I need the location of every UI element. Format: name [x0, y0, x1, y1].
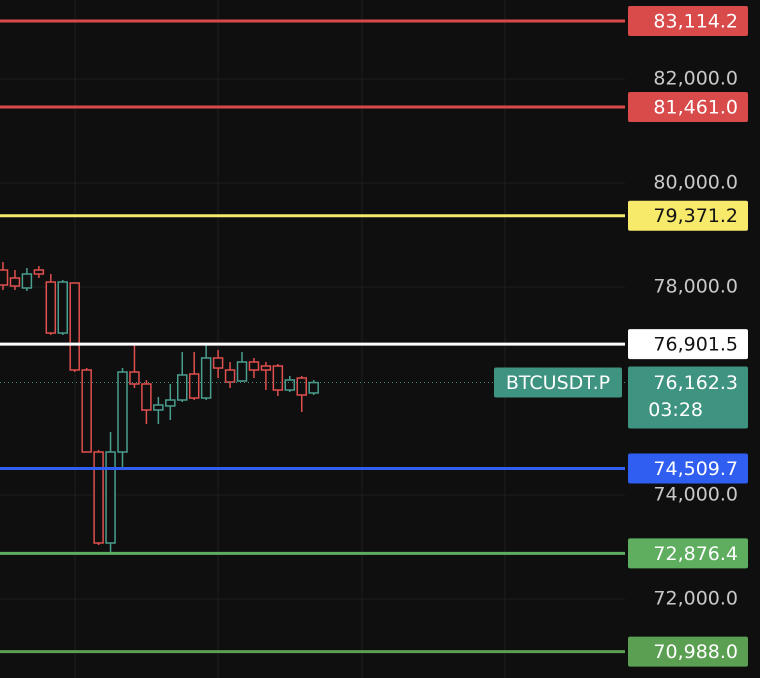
price-label-box — [628, 200, 748, 231]
countdown: 03:28 — [648, 399, 703, 421]
candle-body — [248, 361, 260, 371]
price-label-box — [628, 329, 748, 360]
candle-body — [9, 277, 21, 287]
candle-body — [153, 404, 164, 411]
candle-body — [224, 369, 236, 383]
candle-body — [105, 451, 116, 544]
symbol-label: BTCUSDT.P — [506, 372, 610, 394]
price-label-box — [628, 453, 748, 484]
candle-body — [129, 371, 140, 385]
price-label: 76,901.5 — [653, 334, 738, 356]
candle-body — [69, 282, 80, 371]
price-label: 81,461.0 — [653, 97, 738, 119]
candle-body — [93, 451, 104, 544]
candle-body — [260, 365, 272, 371]
candle-body — [165, 399, 176, 407]
symbol-box — [494, 367, 622, 398]
y-tick-label: 78,000.0 — [653, 275, 738, 297]
candle-body — [57, 281, 68, 334]
price-label: 83,114.2 — [653, 11, 738, 33]
y-tick-label: 82,000.0 — [653, 67, 738, 89]
y-tick-label: 74,000.0 — [653, 484, 738, 506]
candle-body — [308, 381, 319, 394]
candle-body — [200, 357, 212, 399]
candle-body — [188, 373, 200, 399]
candle-body — [141, 383, 152, 411]
last-price-box — [628, 366, 748, 429]
candle-body — [296, 377, 307, 396]
price-label: 72,876.4 — [653, 543, 738, 565]
candle-body — [284, 379, 296, 391]
candle-body — [117, 371, 128, 453]
candle-body — [212, 357, 224, 369]
price-label: 70,988.0 — [653, 641, 738, 663]
time-grid — [74, 0, 506, 678]
candle-body — [33, 269, 45, 275]
price-label-box — [628, 636, 748, 667]
candle-body — [0, 269, 9, 286]
candle-body — [177, 374, 188, 401]
last-price-label: 76,162.3 — [653, 372, 738, 394]
candle-body — [21, 273, 33, 289]
price-label: 79,371.2 — [653, 205, 738, 227]
y-tick-label: 72,000.0 — [653, 588, 738, 610]
price-label-box — [628, 6, 748, 37]
candle-body — [272, 365, 284, 391]
price-label: 74,509.7 — [653, 458, 738, 480]
y-tick-label: 80,000.0 — [653, 171, 738, 193]
price-label-box — [628, 92, 748, 123]
candle-body — [81, 369, 92, 453]
candle-body — [236, 361, 248, 382]
candle-body — [45, 281, 57, 334]
price-label-box — [628, 538, 748, 569]
